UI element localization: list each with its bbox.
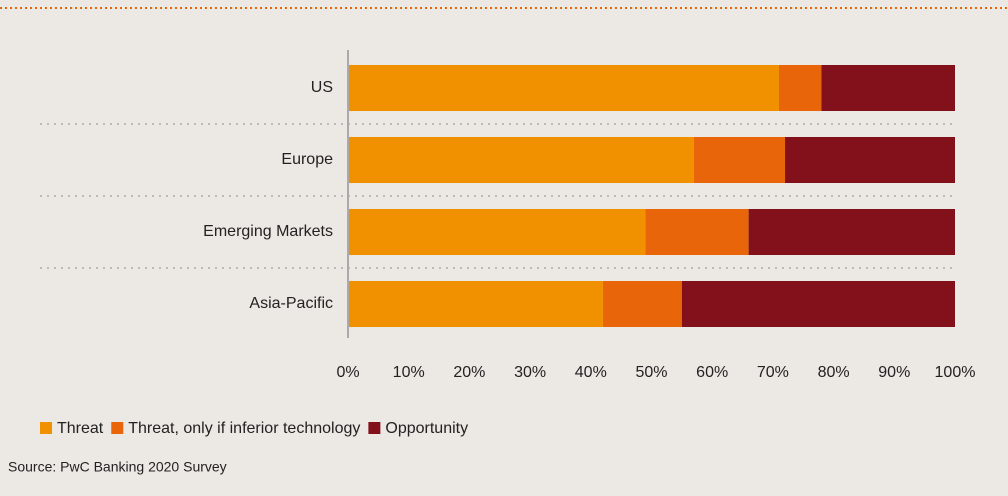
source: Source: PwC Banking 2020 Survey — [8, 459, 227, 475]
bar-segment — [348, 281, 603, 327]
y-tick-label: Europe — [281, 151, 333, 168]
y-tick-label: Emerging Markets — [203, 223, 333, 240]
x-tick-label: 50% — [635, 364, 667, 381]
x-tick-label: 20% — [453, 364, 485, 381]
legend-swatch — [368, 422, 381, 434]
x-tick-label: 10% — [393, 364, 425, 381]
y-tick-label: Asia-Pacific — [249, 295, 333, 312]
x-tick-label: 30% — [514, 364, 546, 381]
bar-segment — [645, 209, 749, 255]
legend-label: Threat, only if inferior technology — [128, 420, 360, 437]
bar-segment — [602, 281, 682, 327]
bar-segment — [748, 209, 955, 255]
legend-swatch — [111, 422, 124, 434]
bar-segment — [693, 137, 786, 183]
bar-segment — [821, 65, 955, 111]
y-tick-label: US — [311, 79, 333, 96]
x-tick-label: 90% — [878, 364, 910, 381]
x-tick-label: 60% — [696, 364, 728, 381]
legend-label: Threat — [57, 420, 104, 437]
x-tick-label: 70% — [757, 364, 789, 381]
bar-segment — [348, 209, 646, 255]
x-tick-label: 80% — [818, 364, 850, 381]
legend-swatch — [40, 422, 52, 434]
bar-segment — [778, 65, 822, 111]
bar-segment — [681, 281, 955, 327]
bar-segment — [348, 65, 779, 111]
x-tick-label: 100% — [935, 364, 976, 381]
bar-segment — [348, 137, 694, 183]
bar-segment — [785, 137, 955, 183]
x-tick-label: 0% — [336, 364, 359, 381]
x-tick-label: 40% — [575, 364, 607, 381]
legend-label: Opportunity — [385, 420, 468, 437]
